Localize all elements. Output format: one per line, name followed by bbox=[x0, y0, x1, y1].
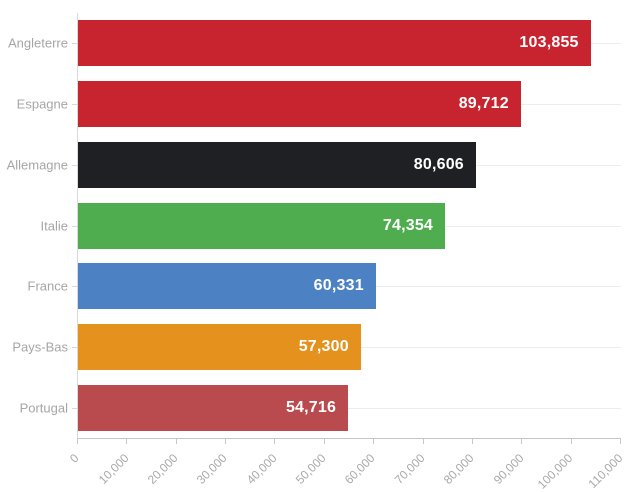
bar-value-label: 74,354 bbox=[382, 216, 434, 234]
bar-value-label: 80,606 bbox=[413, 155, 464, 173]
x-axis-tick-label: 50,000 bbox=[292, 451, 329, 487]
x-axis-tick bbox=[126, 439, 128, 444]
x-axis-tick bbox=[77, 439, 78, 444]
x-axis-tick bbox=[175, 439, 177, 444]
bar-value-label: 57,300 bbox=[298, 337, 349, 355]
category-tick bbox=[72, 43, 78, 45]
bar[interactable]: 60,331 bbox=[78, 263, 376, 310]
bar-row: Pays-Bas 57,300 bbox=[12, 317, 621, 378]
category-gridline bbox=[78, 407, 621, 409]
category-tick bbox=[72, 164, 78, 166]
category-tick bbox=[72, 346, 78, 348]
bar[interactable]: 103,855 bbox=[78, 20, 591, 67]
bar-row: Italie 74,354 bbox=[41, 195, 621, 256]
bar[interactable]: 74,354 bbox=[78, 202, 446, 249]
x-axis-tick-label: 70,000 bbox=[391, 451, 428, 487]
x-axis-tick bbox=[225, 439, 227, 444]
x-axis-tick-label: 100,000 bbox=[535, 451, 576, 492]
category-label: Italie bbox=[40, 218, 68, 234]
x-axis-tick bbox=[521, 439, 523, 444]
category-label: Espagne bbox=[16, 96, 68, 112]
x-axis-tick-label: 20,000 bbox=[144, 451, 181, 487]
x-axis-tick-label: 0 bbox=[67, 451, 82, 466]
x-axis-tick-label: 90,000 bbox=[490, 451, 527, 487]
x-axis-tick bbox=[620, 439, 621, 444]
x-axis-tick bbox=[373, 439, 375, 444]
bar-value-label: 89,712 bbox=[458, 95, 509, 113]
x-axis-tick-label: 110,000 bbox=[584, 451, 625, 492]
x-axis-tick bbox=[422, 439, 424, 444]
x-axis-tick-label: 10,000 bbox=[95, 451, 132, 487]
category-tick bbox=[72, 286, 78, 288]
x-axis-tick-label: 30,000 bbox=[194, 451, 231, 487]
category-tick bbox=[72, 104, 78, 106]
bar-value-label: 60,331 bbox=[313, 277, 364, 295]
x-axis-tick-label: 40,000 bbox=[243, 451, 280, 487]
bar-row: Espagne 89,712 bbox=[17, 74, 621, 135]
category-label: France bbox=[27, 278, 68, 294]
bar[interactable]: 80,606 bbox=[78, 141, 476, 188]
x-axis-tick-label: 80,000 bbox=[441, 451, 477, 487]
x-axis-tick bbox=[323, 439, 325, 444]
bar-row: Angleterre 103,855 bbox=[8, 13, 621, 74]
bar[interactable]: 57,300 bbox=[78, 323, 361, 370]
category-label: Allemagne bbox=[6, 157, 68, 173]
category-label: Portugal bbox=[19, 400, 68, 416]
category-tick bbox=[72, 407, 78, 409]
bar-row: Portugal 54,716 bbox=[20, 377, 621, 438]
x-axis-tick bbox=[274, 439, 276, 444]
bar-row: Allemagne 80,606 bbox=[7, 134, 621, 195]
x-axis-tick bbox=[570, 439, 572, 444]
bar-row: France 60,331 bbox=[28, 256, 621, 317]
bar-value-label: 103,855 bbox=[519, 34, 579, 52]
category-label: Pays-Bas bbox=[12, 339, 68, 355]
x-axis-tick-label: 60,000 bbox=[342, 451, 379, 487]
plot-area: Angleterre 103,855 Espagne 89,712 Allema… bbox=[7, 13, 621, 439]
category-tick bbox=[72, 225, 78, 227]
category-label: Angleterre bbox=[8, 35, 68, 51]
x-axis-tick bbox=[471, 439, 473, 444]
bar[interactable]: 54,716 bbox=[78, 384, 349, 431]
x-axis: 0 10,000 20,000 30,000 40,000 50,000 60,000 70,… bbox=[67, 439, 625, 492]
bar-value-label: 54,716 bbox=[285, 398, 337, 416]
bar[interactable]: 89,712 bbox=[78, 81, 521, 128]
